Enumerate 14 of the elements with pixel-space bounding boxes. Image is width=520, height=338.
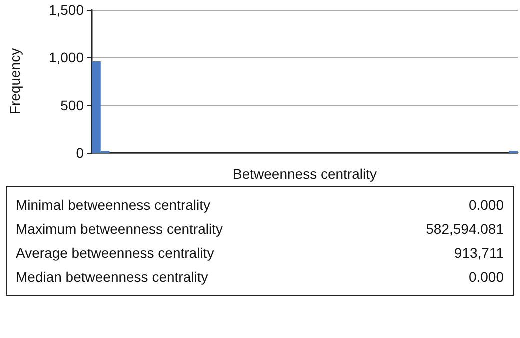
text: Average betweenness centrality — [16, 244, 214, 263]
y-axis-title: Frequency — [7, 48, 23, 115]
x-axis-title: Betweenness centrality — [233, 166, 377, 182]
text: Minimal betweenness centrality — [16, 196, 211, 215]
y-tick-label: 0 — [76, 145, 84, 161]
text: 0.000 — [468, 196, 504, 215]
y-tick-label: 500 — [60, 97, 84, 114]
text: 582,594.081 — [426, 220, 504, 239]
y-tick-label: 1,000 — [48, 50, 84, 66]
text: 0.000 — [468, 268, 504, 287]
y-tick-label: 1,500 — [48, 2, 84, 18]
text: 913,711 — [454, 244, 504, 263]
text: Median betweenness centrality — [16, 268, 208, 287]
text: Maximum betweenness centrality — [16, 220, 223, 239]
